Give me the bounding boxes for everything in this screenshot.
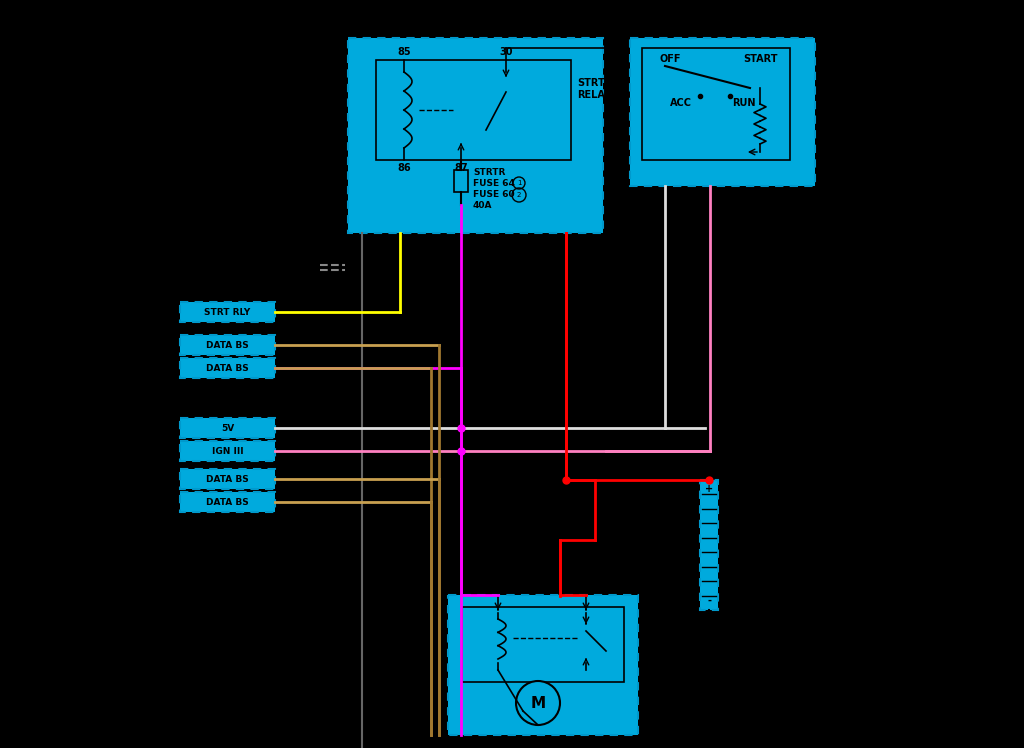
- Bar: [180, 335, 275, 355]
- Bar: [454, 170, 468, 192]
- Bar: [700, 480, 718, 610]
- Bar: [180, 441, 275, 461]
- Text: 2: 2: [517, 192, 521, 198]
- Text: RUN: RUN: [732, 98, 756, 108]
- Text: DATA BS: DATA BS: [206, 364, 249, 373]
- Text: 30: 30: [500, 47, 513, 57]
- Bar: [462, 607, 624, 682]
- Text: ACC: ACC: [670, 98, 692, 108]
- Text: START: START: [742, 54, 777, 64]
- Bar: [180, 469, 275, 489]
- Bar: [180, 302, 275, 322]
- Text: STRT RLY: STRT RLY: [205, 307, 251, 316]
- Bar: [180, 492, 275, 512]
- Text: DATA BS: DATA BS: [206, 340, 249, 349]
- Text: DATA BS: DATA BS: [206, 497, 249, 506]
- Text: FUSE 60: FUSE 60: [473, 190, 515, 199]
- Text: DATA BS: DATA BS: [206, 474, 249, 483]
- Text: M: M: [530, 696, 546, 711]
- Bar: [642, 48, 790, 160]
- Text: FUSE 64: FUSE 64: [473, 179, 515, 188]
- Bar: [180, 358, 275, 378]
- Text: 87: 87: [455, 163, 468, 173]
- Text: STRTR
RELAY: STRTR RELAY: [577, 78, 612, 99]
- Text: +: +: [705, 484, 713, 494]
- Text: OFF: OFF: [660, 54, 682, 64]
- Text: -: -: [707, 596, 711, 606]
- Bar: [180, 418, 275, 438]
- Bar: [449, 595, 638, 735]
- Text: STRTR: STRTR: [473, 168, 506, 177]
- Bar: [630, 38, 815, 186]
- Circle shape: [516, 681, 560, 725]
- Text: 86: 86: [397, 163, 411, 173]
- Bar: [376, 60, 571, 160]
- Text: IGN III: IGN III: [212, 447, 244, 456]
- Bar: [348, 38, 603, 233]
- Text: 1: 1: [517, 180, 521, 186]
- Text: 40A: 40A: [473, 201, 493, 210]
- Text: 5V: 5V: [221, 423, 234, 432]
- Text: 85: 85: [397, 47, 411, 57]
